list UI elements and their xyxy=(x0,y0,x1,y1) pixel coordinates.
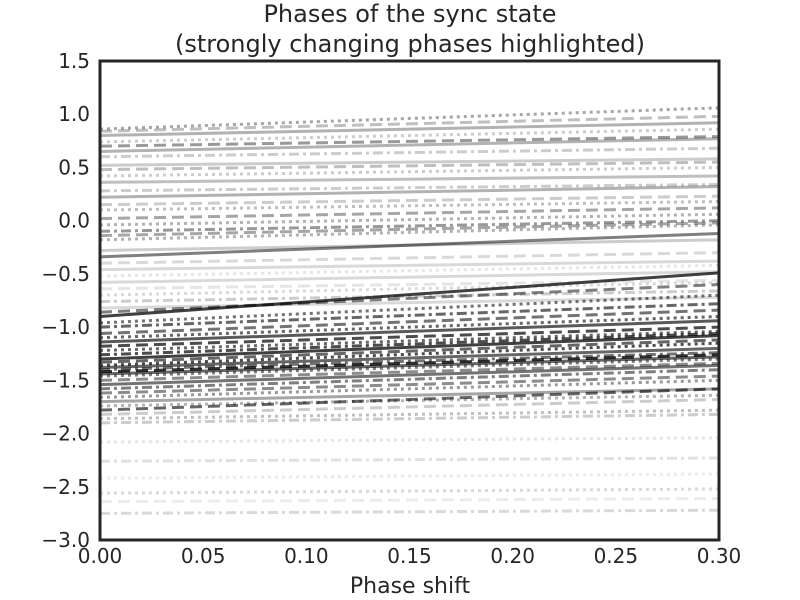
series-line-59 xyxy=(100,412,719,425)
series-line-13 xyxy=(100,185,719,199)
series-line-39 xyxy=(100,329,719,353)
series-line-64 xyxy=(100,496,719,504)
y-axis-ticks: 1.5 1.0 0.5 0.0 −0.5 −1.0 −1.5 −2.0 −2.5 −3.0 xyxy=(41,49,90,552)
series-line-7 xyxy=(100,146,719,159)
series-line-12 xyxy=(100,182,719,193)
series-line-5 xyxy=(100,135,719,148)
series-line-26 xyxy=(100,270,719,284)
series-line-11 xyxy=(100,174,719,184)
y-tick-label: 1.0 xyxy=(58,102,90,126)
series-line-21 xyxy=(100,231,719,259)
series-line-36 xyxy=(100,314,719,340)
plot-frame xyxy=(98,59,721,542)
series-line-50 xyxy=(100,363,719,387)
series-line-63 xyxy=(100,487,719,495)
x-tick-label: 0.10 xyxy=(284,544,329,568)
y-tick-label: −2.0 xyxy=(41,422,90,446)
series-line-56 xyxy=(100,393,719,408)
y-tick-label: 1.5 xyxy=(58,49,90,73)
y-tick-label: 0.5 xyxy=(58,155,90,179)
series-line-48 xyxy=(100,357,719,378)
chart-title-line-2: (strongly changing phases highlighted) xyxy=(175,30,645,58)
series-line-19 xyxy=(100,221,719,238)
series-line-52 xyxy=(100,374,719,395)
series-line-53 xyxy=(100,378,719,399)
series-line-38 xyxy=(100,325,719,348)
series-line-65 xyxy=(100,508,719,515)
series-line-37 xyxy=(100,319,719,344)
x-tick-label: 0.15 xyxy=(387,544,432,568)
series-line-15 xyxy=(100,200,719,212)
series-line-3 xyxy=(100,121,719,138)
x-tick-label: 0.05 xyxy=(181,544,226,568)
series-line-54 xyxy=(100,387,719,404)
series-line-32 xyxy=(100,283,719,314)
series-line-46 xyxy=(100,353,719,374)
series-line-41 xyxy=(100,334,719,361)
series-line-51 xyxy=(100,368,719,391)
series-line-34 xyxy=(100,302,719,329)
series-line-33 xyxy=(100,293,719,325)
series-line-16 xyxy=(100,206,719,221)
series-line-30 xyxy=(100,295,719,310)
series-line-45 xyxy=(100,351,719,372)
series-line-60 xyxy=(100,436,719,444)
x-tick-label: 0.25 xyxy=(594,544,639,568)
series-line-9 xyxy=(100,160,719,172)
series-line-47 xyxy=(100,355,719,376)
series-line-8 xyxy=(100,157,719,167)
series-line-23 xyxy=(100,251,719,265)
series-line-6 xyxy=(100,137,719,153)
series-line-1 xyxy=(100,106,719,131)
series-group xyxy=(100,106,719,515)
chart-title-line-1: Phases of the sync state xyxy=(263,0,556,28)
y-tick-label: −3.0 xyxy=(41,528,90,552)
series-line-55 xyxy=(100,387,719,412)
series-line-35 xyxy=(100,308,719,335)
series-line-58 xyxy=(100,408,719,421)
series-line-49 xyxy=(100,361,719,382)
series-line-31 xyxy=(100,271,719,318)
series-line-17 xyxy=(100,212,719,227)
series-line-18 xyxy=(100,219,719,233)
series-line-29 xyxy=(100,289,719,304)
x-tick-label: 0.20 xyxy=(490,544,535,568)
series-line-57 xyxy=(100,397,719,416)
series-line-28 xyxy=(100,280,719,297)
y-tick-label: 0.0 xyxy=(58,209,90,233)
y-tick-label: −1.5 xyxy=(41,368,90,392)
series-line-42 xyxy=(100,338,719,364)
series-line-43 xyxy=(100,341,719,367)
series-line-14 xyxy=(100,194,719,207)
y-tick-label: −2.5 xyxy=(41,475,90,499)
x-axis-label: Phase shift xyxy=(350,574,471,599)
series-line-10 xyxy=(100,165,719,178)
series-line-20 xyxy=(100,223,719,242)
series-line-25 xyxy=(100,263,719,278)
x-tick-label: 0.00 xyxy=(78,544,123,568)
x-tick-label: 0.30 xyxy=(697,544,742,568)
series-line-62 xyxy=(100,472,719,480)
series-line-27 xyxy=(100,278,719,291)
series-line-61 xyxy=(100,456,719,463)
series-line-24 xyxy=(100,259,719,272)
series-line-2 xyxy=(100,114,719,133)
series-line-4 xyxy=(100,127,719,144)
series-line-22 xyxy=(100,238,719,252)
x-axis-ticks: 0.00 0.05 0.10 0.15 0.20 0.25 0.30 xyxy=(78,544,742,568)
y-tick-label: −0.5 xyxy=(41,262,90,286)
series-line-44 xyxy=(100,346,719,370)
y-tick-label: −1.0 xyxy=(41,315,90,339)
series-line-40 xyxy=(100,331,719,357)
